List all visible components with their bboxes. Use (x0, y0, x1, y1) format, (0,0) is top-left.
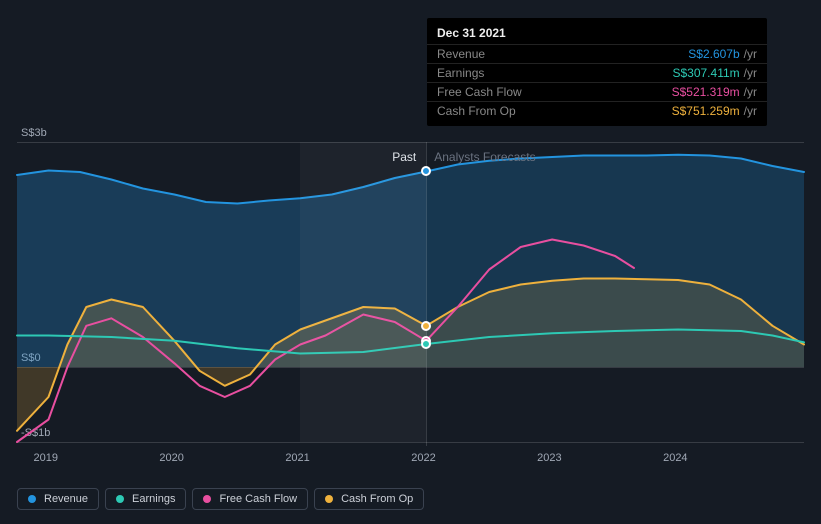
tooltip-row-value: S$2.607b (688, 47, 739, 61)
tooltip-date: Dec 31 2021 (427, 24, 767, 44)
tooltip-row: Free Cash Flow S$521.319m/yr (427, 82, 767, 101)
tooltip-row-unit: /yr (744, 47, 757, 61)
legend-label: Revenue (44, 493, 88, 505)
tooltip-row: Earnings S$307.411m/yr (427, 63, 767, 82)
tooltip-row-unit: /yr (744, 104, 757, 118)
tooltip-row-label: Free Cash Flow (437, 85, 522, 99)
legend-dot-icon (203, 495, 211, 503)
past-forecast-divider (426, 142, 427, 446)
legend-item[interactable]: Cash From Op (314, 488, 424, 510)
legend-item[interactable]: Earnings (105, 488, 186, 510)
tooltip-row-value: S$751.259m (672, 104, 740, 118)
legend-label: Cash From Op (341, 493, 413, 505)
tooltip-row-unit: /yr (744, 66, 757, 80)
past-label: Past (346, 150, 416, 164)
chart-legend: Revenue Earnings Free Cash Flow Cash From O… (17, 488, 424, 510)
series-marker (421, 166, 431, 176)
tooltip-row-unit: /yr (744, 85, 757, 99)
chart-tooltip: Dec 31 2021 Revenue S$2.607b/yr Earnings S$… (427, 18, 767, 126)
forecast-label: Analysts Forecasts (434, 150, 535, 164)
legend-dot-icon (325, 495, 333, 503)
highlight-band (300, 142, 426, 442)
tooltip-row: Cash From Op S$751.259m/yr (427, 101, 767, 120)
tooltip-row-label: Earnings (437, 66, 484, 80)
legend-item[interactable]: Revenue (17, 488, 99, 510)
tooltip-row-label: Cash From Op (437, 104, 516, 118)
series-marker (421, 339, 431, 349)
tooltip-row: Revenue S$2.607b/yr (427, 44, 767, 63)
tooltip-row-value: S$307.411m (672, 66, 739, 80)
legend-item[interactable]: Free Cash Flow (192, 488, 308, 510)
series-marker (421, 321, 431, 331)
legend-dot-icon (116, 495, 124, 503)
legend-dot-icon (28, 495, 36, 503)
tooltip-row-value: S$521.319m (672, 85, 740, 99)
tooltip-row-label: Revenue (437, 47, 485, 61)
legend-label: Earnings (132, 493, 175, 505)
legend-label: Free Cash Flow (219, 493, 297, 505)
